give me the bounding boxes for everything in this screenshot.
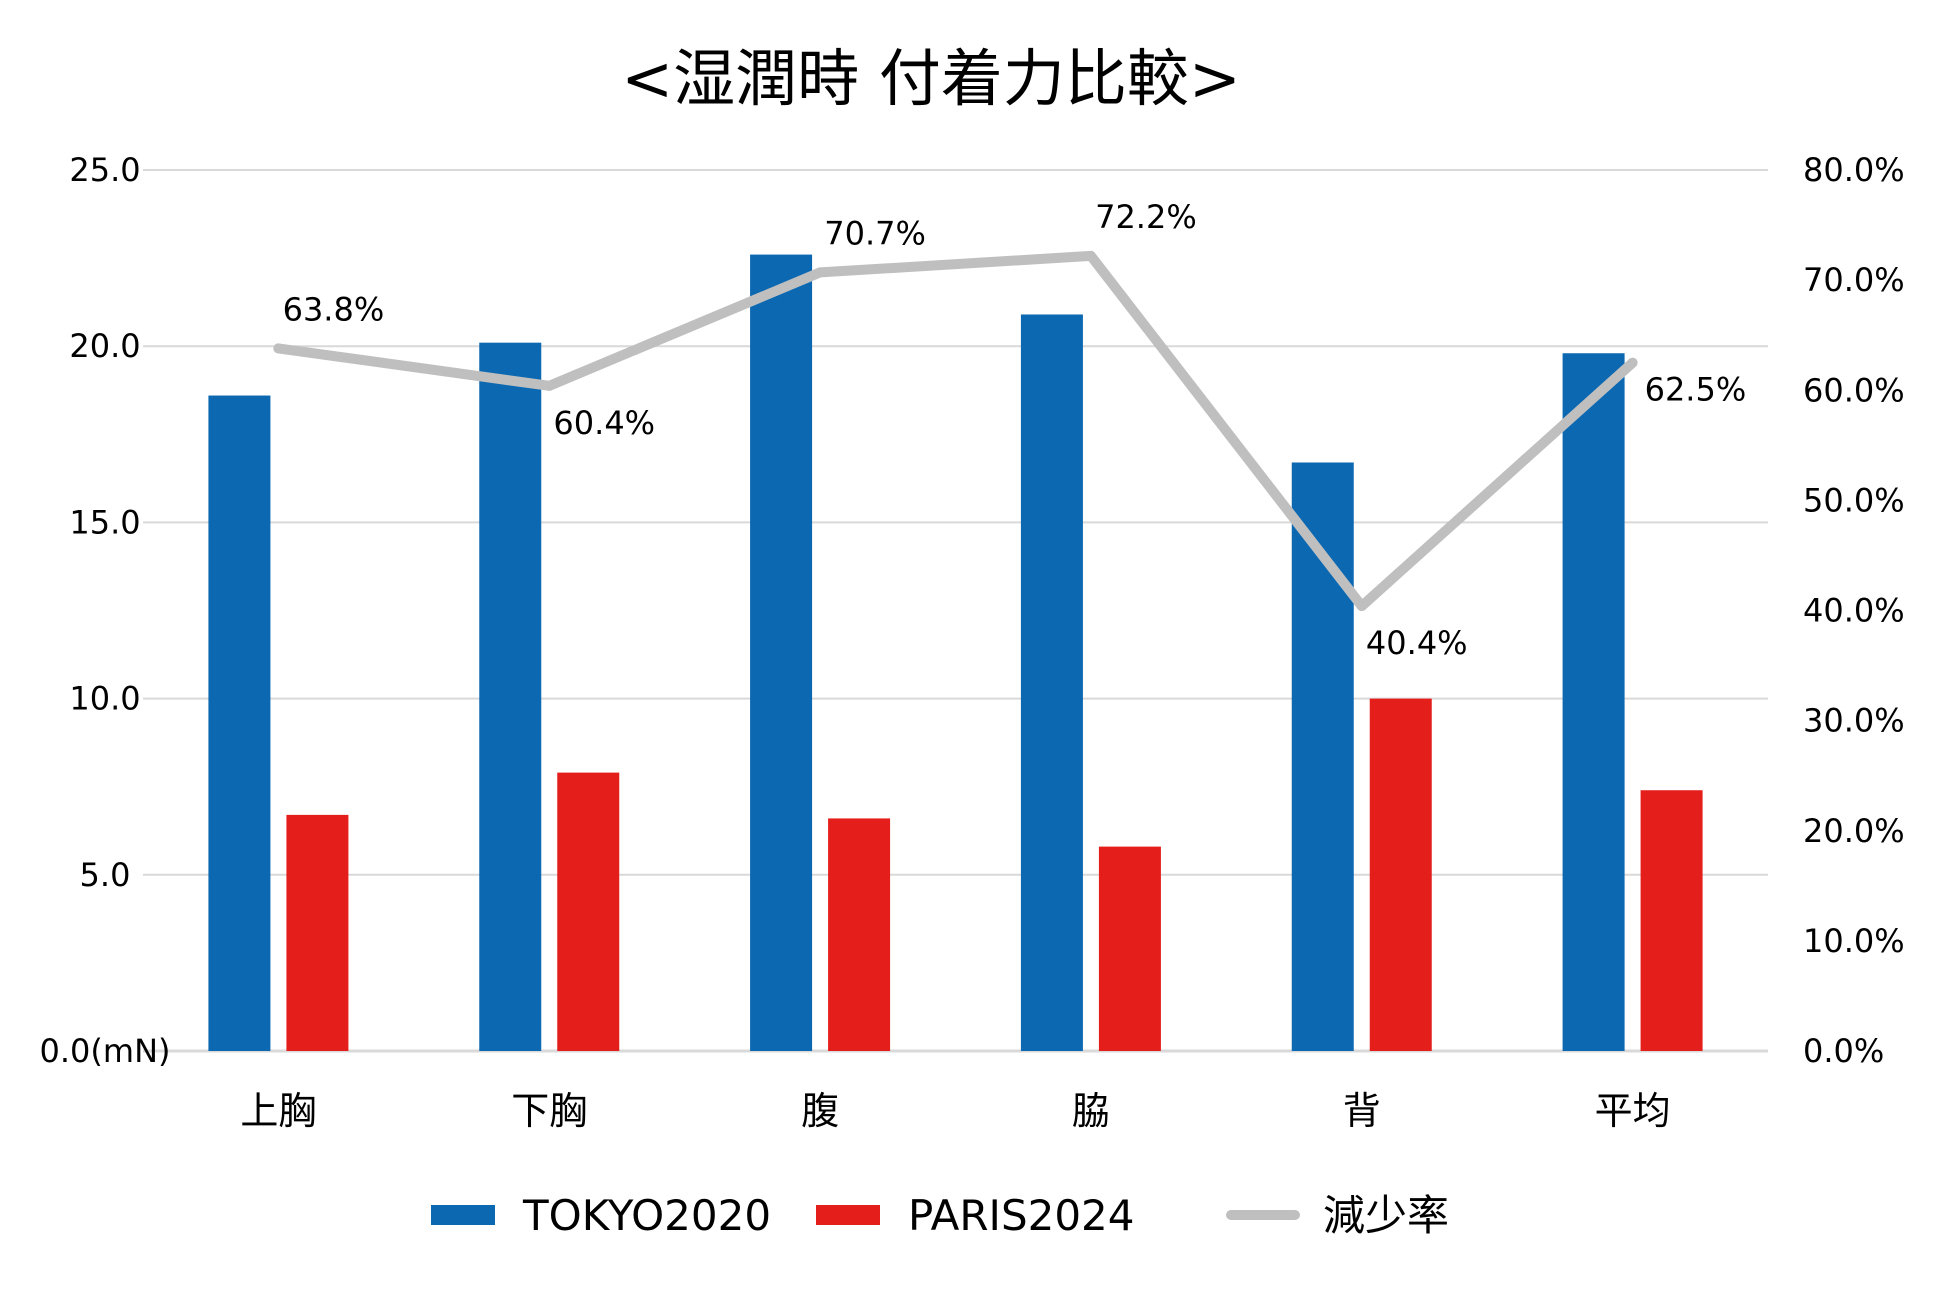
- right-tick-label: 60.0%: [1803, 371, 1905, 409]
- bar-tokyo2020-0: [208, 395, 271, 1051]
- category-label: 脇: [1072, 1089, 1110, 1133]
- rate-line-path: [273, 250, 1638, 612]
- right-tick-label: 80.0%: [1803, 151, 1905, 189]
- right-tick-label: 0.0%: [1803, 1032, 1884, 1070]
- gridlines: [143, 169, 1768, 1053]
- bar-tokyo2020-5: [1562, 353, 1625, 1051]
- bar-paris2024-2: [828, 818, 891, 1051]
- left-tick-label: 10.0: [69, 680, 140, 718]
- rate-line: [273, 250, 1638, 612]
- chart-title: <湿潤時 付着力比較>: [621, 42, 1241, 115]
- rate-data-label: 63.8%: [283, 290, 385, 328]
- rate-data-label: 70.7%: [824, 214, 926, 252]
- rate-point: [544, 380, 555, 391]
- left-tick-label: 0.0(mN): [40, 1032, 171, 1070]
- legend-swatch: [431, 1205, 495, 1225]
- bar-paris2024-0: [286, 814, 349, 1051]
- category-label: 腹: [801, 1089, 839, 1133]
- right-tick-label: 40.0%: [1803, 592, 1905, 630]
- rate-point: [815, 267, 826, 278]
- legend-item-tokyo2020: TOKYO2020: [431, 1191, 771, 1240]
- rate-point: [1627, 357, 1638, 368]
- bar-tokyo2020-3: [1020, 314, 1083, 1051]
- category-label: 下胸: [511, 1089, 587, 1133]
- bar-paris2024-5: [1640, 790, 1703, 1051]
- bar-paris2024-1: [557, 772, 620, 1051]
- left-tick-label: 5.0: [80, 856, 131, 894]
- rate-data-label: 60.4%: [553, 404, 655, 442]
- right-axis: 0.0% 10.0% 20.0% 30.0% 40.0% 50.0% 60.0% 70.0% 8…: [1803, 151, 1905, 1070]
- left-axis: 0.0(mN) 5.0 10.0 15.0 20.0 25.0: [40, 151, 171, 1070]
- rate-data-label: 72.2%: [1095, 198, 1197, 236]
- data-labels: 63.8% 60.4% 70.7% 72.2% 40.4% 62.5%: [283, 198, 1747, 662]
- bars: [208, 254, 1703, 1052]
- left-tick-label: 15.0: [69, 503, 140, 541]
- left-tick-label: 20.0: [69, 327, 140, 365]
- rate-data-label: 62.5%: [1645, 371, 1747, 409]
- category-label: 上胸: [240, 1089, 316, 1133]
- right-tick-label: 70.0%: [1803, 261, 1905, 299]
- right-tick-label: 20.0%: [1803, 812, 1905, 850]
- category-label: 平均: [1595, 1089, 1671, 1133]
- rate-point: [1085, 250, 1096, 261]
- right-tick-label: 30.0%: [1803, 702, 1905, 740]
- rate-point: [273, 343, 284, 354]
- right-tick-label: 50.0%: [1803, 481, 1905, 519]
- legend: TOKYO2020 PARIS2024 減少率: [431, 1191, 1449, 1240]
- category-label: 背: [1343, 1089, 1381, 1133]
- bar-tokyo2020-1: [479, 342, 542, 1051]
- category-axis: 上胸 下胸 腹 脇 背 平均: [240, 1089, 1670, 1133]
- legend-label: 減少率: [1323, 1191, 1449, 1240]
- legend-item-減少率: 減少率: [1226, 1191, 1449, 1240]
- legend-label: TOKYO2020: [522, 1191, 771, 1240]
- left-tick-label: 25.0: [69, 151, 140, 189]
- right-tick-label: 10.0%: [1803, 922, 1905, 960]
- legend-swatch: [816, 1205, 880, 1225]
- legend-label: PARIS2024: [908, 1191, 1135, 1240]
- rate-data-label: 40.4%: [1366, 624, 1468, 662]
- bar-paris2024-3: [1098, 846, 1161, 1051]
- rate-point: [1356, 601, 1367, 612]
- bar-paris2024-4: [1369, 698, 1432, 1051]
- bar-tokyo2020-2: [750, 254, 813, 1052]
- legend-item-paris2024: PARIS2024: [816, 1191, 1135, 1240]
